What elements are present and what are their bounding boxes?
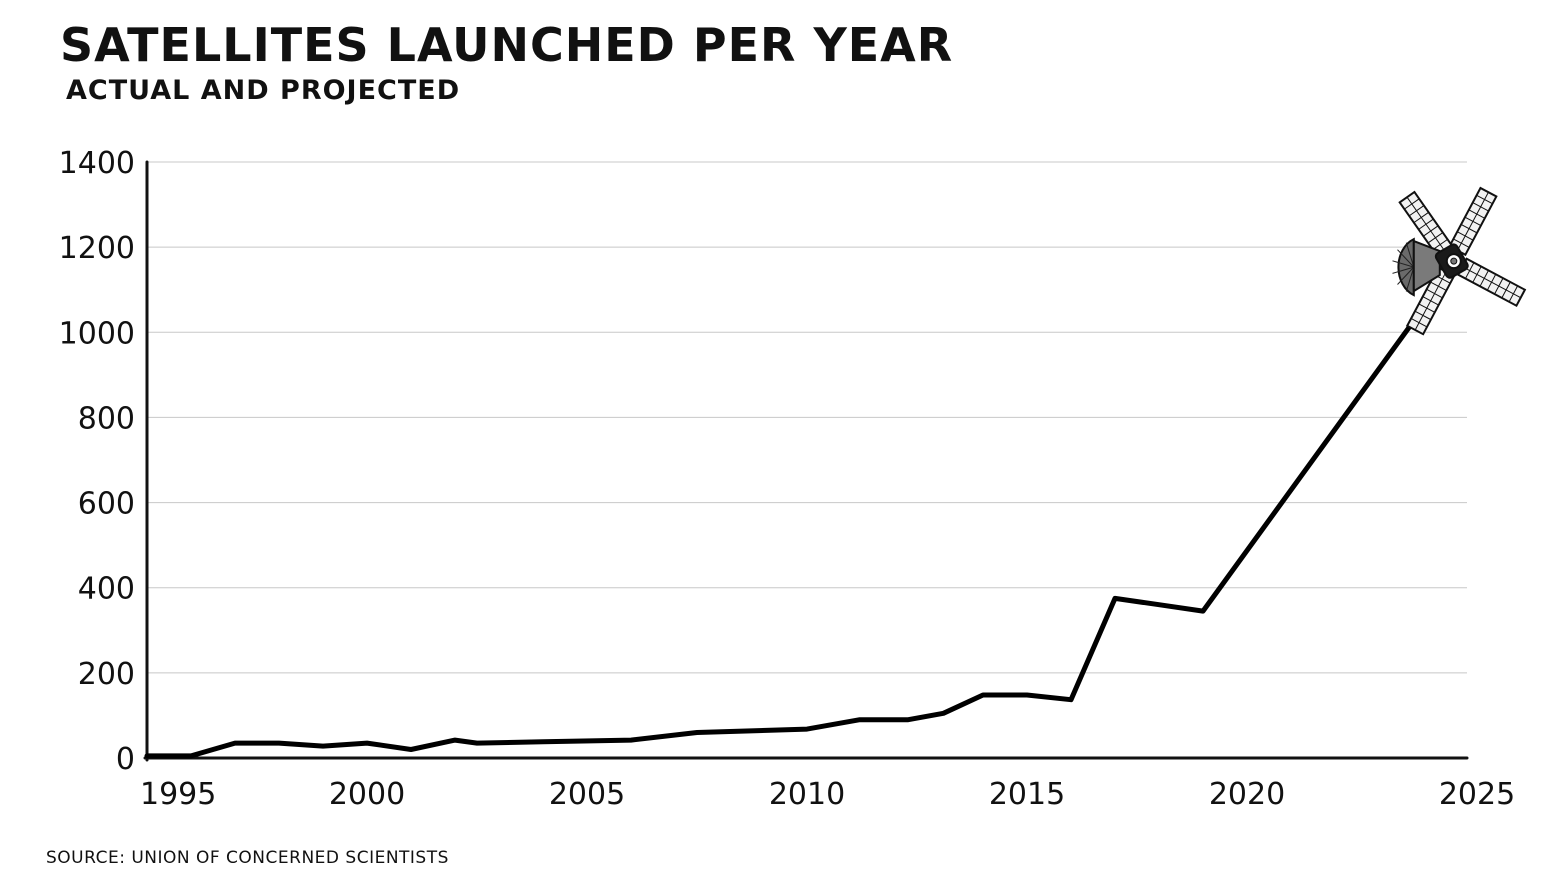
y-tick-label-1000: 1000 (59, 316, 135, 351)
satellite-icon (1392, 186, 1527, 336)
y-tick-label-1400: 1400 (59, 146, 135, 181)
satellite-dish-rib (1397, 249, 1415, 268)
chart-subtitle: ACTUAL AND PROJECTED (66, 75, 461, 106)
y-tick-labels: 0 200 400 600 800 1000 1200 1400 (59, 146, 135, 777)
axes (143, 160, 1469, 762)
solar-panel-d (1456, 257, 1527, 308)
solar-panel-a-spine (1456, 191, 1489, 251)
x-tick-label-2005: 2005 (549, 777, 625, 812)
satellite-lens-inner (1450, 257, 1458, 265)
satellite-dish-rib (1392, 266, 1414, 274)
series (144, 293, 1435, 759)
x-tick-label-1995: 1995 (140, 777, 216, 812)
y-tick-label-400: 400 (78, 572, 135, 607)
solar-panel-d-spine (1462, 266, 1521, 299)
y-tick-label-600: 600 (78, 487, 135, 522)
satellite-dish-rib (1392, 260, 1414, 268)
satellite-cone (1412, 239, 1441, 293)
y-tick-label-200: 200 (78, 657, 135, 692)
satellite-dish-rib (1405, 242, 1415, 268)
x-tick-label-2000: 2000 (329, 777, 405, 812)
chart-title: SATELLITES LAUNCHED PER YEAR (60, 18, 954, 72)
x-tick-label-2015: 2015 (989, 777, 1065, 812)
x-tick-label-2020: 2020 (1209, 777, 1285, 812)
satellite-dish-rib (1405, 266, 1415, 292)
solar-panel-b-spine (1414, 271, 1447, 331)
solar-panel-c (1398, 190, 1454, 258)
x-tick-labels: 1995 2000 2005 2010 2015 2020 2025 (140, 777, 1515, 812)
grid-lines (147, 161, 1467, 674)
x-tick-label-2010: 2010 (769, 777, 845, 812)
source-note: SOURCE: UNION OF CONCERNED SCIENTISTS (46, 848, 449, 868)
y-tick-label-800: 800 (78, 401, 135, 436)
solar-panel-c-spine (1406, 196, 1446, 252)
y-tick-label-0: 0 (116, 742, 135, 777)
x-tick-label-2025: 2025 (1439, 777, 1515, 812)
satellite-graphic (1392, 186, 1527, 336)
y-tick-label-1200: 1200 (59, 231, 135, 266)
series-line-0 (144, 293, 1435, 759)
satellite-dish-rib (1397, 266, 1415, 285)
